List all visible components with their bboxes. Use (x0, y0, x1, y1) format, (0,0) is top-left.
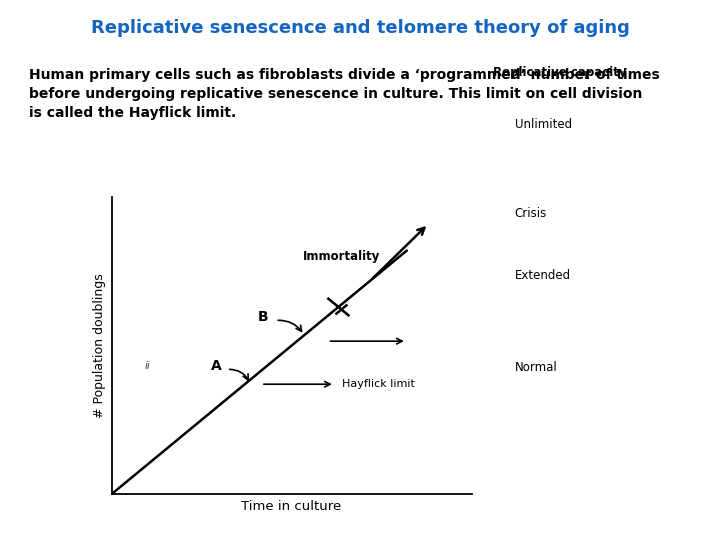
Text: Crisis: Crisis (515, 207, 547, 220)
X-axis label: Time in culture: Time in culture (241, 500, 342, 512)
Text: Human primary cells such as fibroblasts divide a ‘programmed’ number of times
be: Human primary cells such as fibroblasts … (29, 68, 660, 120)
Text: Replicative capacity: Replicative capacity (493, 66, 626, 79)
Text: Normal: Normal (515, 361, 557, 374)
Text: A: A (211, 360, 221, 373)
Text: Hayflick limit: Hayflick limit (342, 379, 415, 389)
Text: Extended: Extended (515, 269, 571, 282)
Text: Replicative senescence and telomere theory of aging: Replicative senescence and telomere theo… (91, 19, 629, 37)
Text: ii: ii (145, 361, 150, 372)
Text: B: B (258, 310, 268, 325)
Y-axis label: # Population doublings: # Population doublings (93, 273, 106, 418)
Text: Unlimited: Unlimited (515, 118, 572, 131)
Text: Immortality: Immortality (302, 250, 379, 263)
